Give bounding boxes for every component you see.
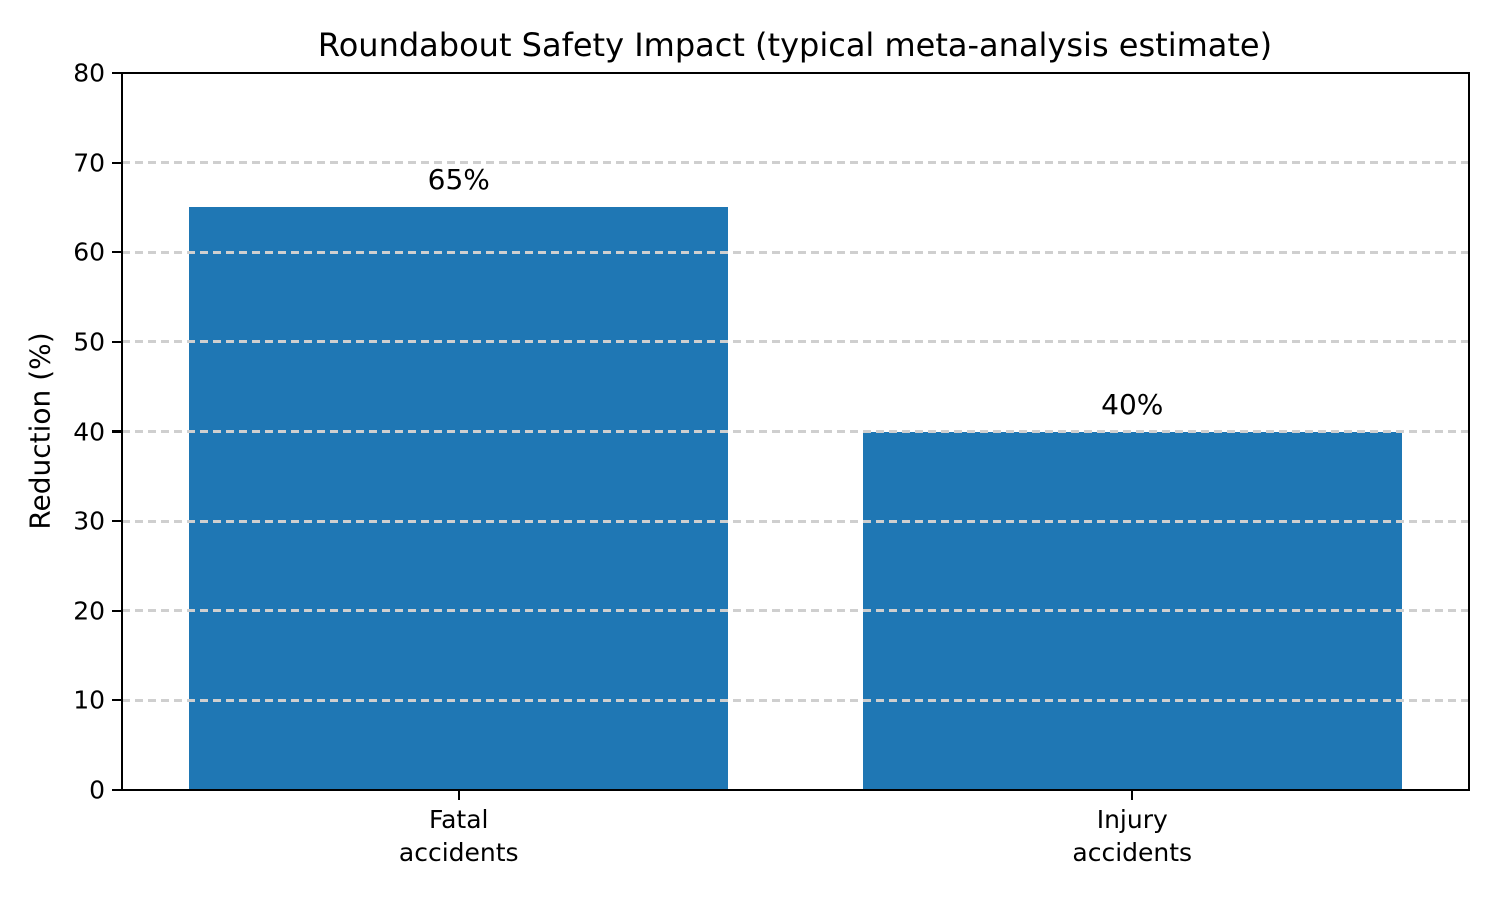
y-tick-label-0: 0 — [89, 775, 105, 805]
y-tick-mark-10 — [112, 699, 121, 702]
x-tick-mark-0 — [457, 791, 460, 800]
y-tick-mark-20 — [112, 609, 121, 612]
gridline-y-70 — [122, 161, 1469, 165]
y-tick-mark-80 — [112, 71, 121, 75]
y-tick-label-70: 70 — [73, 148, 105, 178]
x-tick-label-1: Injury accidents — [1072, 805, 1193, 867]
y-tick-mark-50 — [112, 340, 121, 343]
y-tick-label-20: 20 — [73, 596, 105, 626]
y-tick-label-50: 50 — [73, 327, 105, 357]
bar-1 — [862, 431, 1402, 790]
bar-value-label-0: 65% — [427, 163, 490, 197]
y-tick-mark-30 — [112, 520, 121, 523]
chart-title: Roundabout Safety Impact (typical meta-a… — [317, 26, 1273, 64]
y-tick-mark-60 — [112, 251, 121, 254]
y-tick-label-60: 60 — [73, 237, 105, 267]
y-tick-mark-0 — [112, 788, 121, 792]
y-tick-mark-40 — [112, 430, 121, 433]
y-tick-label-30: 30 — [73, 506, 105, 536]
y-tick-mark-70 — [112, 161, 121, 164]
y-tick-label-40: 40 — [73, 417, 105, 446]
x-tick-label-0: Fatal accidents — [398, 805, 519, 867]
bar-0 — [189, 207, 729, 790]
x-tick-mark-1 — [1131, 791, 1134, 800]
bar-value-label-1: 40% — [1101, 387, 1164, 421]
y-tick-label-80: 80 — [73, 58, 105, 88]
y-tick-label-10: 10 — [73, 685, 105, 715]
